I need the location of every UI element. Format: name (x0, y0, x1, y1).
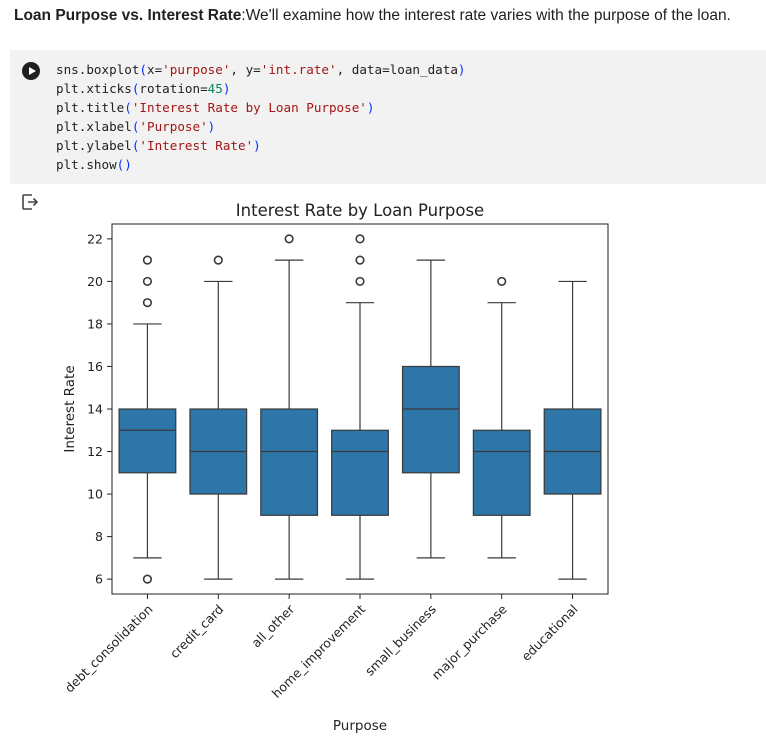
boxplot-chart: Interest Rate by Loan Purpose 6 8 10 12 14 16 1… (62, 201, 609, 734)
outlier-point (142, 298, 153, 308)
y-tick-label: 22 (87, 231, 103, 246)
x-tick-label: debt_consolidation (62, 602, 156, 696)
x-axis-label: Purpose (333, 718, 387, 734)
code-editor[interactable]: sns.boxplot(x='purpose', y='int.rate', d… (56, 60, 466, 174)
y-tick-label: 8 (95, 529, 103, 544)
x-tick-label: educational (518, 602, 580, 664)
box-all_other (260, 408, 319, 516)
y-tick-label: 14 (87, 402, 103, 417)
box-debt_consolidation (118, 408, 177, 474)
code-line: sns.boxplot(x='purpose', y='int.rate', d… (56, 62, 466, 77)
y-axis-label: Interest Rate (62, 365, 78, 452)
code-line: plt.show() (56, 157, 132, 172)
code-line: plt.xticks(rotation=45) (56, 81, 231, 96)
markdown-bold-title: Loan Purpose vs. Interest Rate (14, 7, 242, 24)
x-tick-label: major_purchase (429, 601, 510, 682)
outlier-point (355, 255, 365, 265)
play-icon[interactable] (22, 62, 40, 80)
outlier-point (355, 234, 365, 244)
y-tick-label: 10 (87, 487, 103, 502)
markdown-description: :We'll examine how the interest rate var… (241, 7, 731, 24)
outlier-point (142, 276, 153, 287)
x-tick-label: credit_card (167, 602, 227, 662)
y-tick-label: 20 (87, 274, 103, 289)
markdown-heading: Loan Purpose vs. Interest Rate:We'll exa… (14, 6, 731, 26)
output-icon[interactable] (20, 192, 40, 212)
code-line: plt.xlabel('Purpose') (56, 119, 216, 134)
outlier-point (213, 255, 223, 265)
x-tick-label: small_business (362, 602, 439, 679)
box-home_improvement (331, 429, 389, 516)
y-tick-label: 16 (87, 359, 103, 374)
box-major_purchase (472, 429, 531, 516)
outlier-point (284, 234, 294, 244)
y-tick-label: 6 (95, 572, 103, 587)
code-line: plt.ylabel('Interest Rate') (56, 138, 261, 153)
chart-title: Interest Rate by Loan Purpose (236, 201, 484, 220)
outlier-point (355, 276, 365, 287)
y-tick-label: 18 (87, 316, 103, 331)
code-cell[interactable]: sns.boxplot(x='purpose', y='int.rate', d… (10, 50, 766, 184)
code-line: plt.title('Interest Rate by Loan Purpose… (56, 100, 375, 115)
outlier-point (142, 574, 153, 584)
x-tick-label: all_other (248, 601, 298, 651)
y-tick-label: 12 (87, 444, 103, 459)
box-small_business (401, 365, 460, 474)
outlier-point (142, 255, 153, 265)
outlier-point (497, 276, 507, 287)
